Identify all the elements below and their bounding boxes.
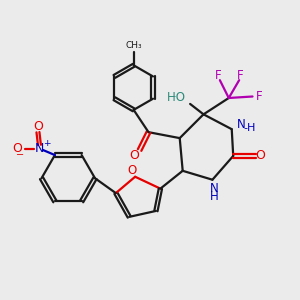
Text: O: O xyxy=(12,142,22,155)
Text: F: F xyxy=(256,90,262,103)
Text: CH₃: CH₃ xyxy=(125,41,142,50)
Text: F: F xyxy=(237,69,244,82)
Text: H: H xyxy=(209,190,218,202)
Text: N: N xyxy=(209,182,218,194)
Text: O: O xyxy=(256,149,266,162)
Text: +: + xyxy=(43,139,51,148)
Text: N: N xyxy=(237,118,246,131)
Text: O: O xyxy=(127,164,136,177)
Text: −: − xyxy=(16,150,24,160)
Text: F: F xyxy=(215,69,222,82)
Text: H: H xyxy=(167,92,176,104)
Text: O: O xyxy=(33,120,43,133)
Text: N: N xyxy=(35,142,44,155)
Text: -H: -H xyxy=(243,123,256,133)
Text: O: O xyxy=(129,148,139,162)
Text: ·O: ·O xyxy=(172,92,186,104)
